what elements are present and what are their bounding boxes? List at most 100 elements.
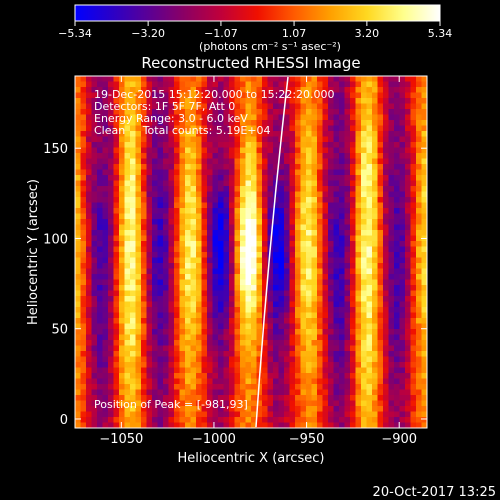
heatmap-cell <box>218 131 224 137</box>
heatmap-cell <box>223 274 230 280</box>
heatmap-cell <box>377 219 384 225</box>
heatmap-cell <box>328 246 334 253</box>
heatmap-cell <box>383 296 389 302</box>
heatmap-cell <box>256 87 263 93</box>
heatmap-cell <box>185 257 191 264</box>
heatmap-cell <box>75 323 81 330</box>
heatmap-cell <box>75 312 81 319</box>
heatmap-cell <box>229 241 235 247</box>
heatmap-cell <box>163 334 169 341</box>
heatmap-cell <box>361 367 367 374</box>
heatmap-cell <box>196 131 202 137</box>
heatmap-cell <box>212 378 219 385</box>
heatmap-cell <box>377 384 384 390</box>
heatmap-cell <box>168 389 175 396</box>
heatmap-cell <box>322 422 329 428</box>
heatmap-cell <box>273 395 279 401</box>
heatmap-cell <box>75 268 81 275</box>
heatmap-cell <box>119 257 125 264</box>
heatmap-cell <box>130 175 136 181</box>
heatmap-cell <box>207 301 213 308</box>
heatmap-cell <box>421 367 427 374</box>
heatmap-cell <box>251 318 257 324</box>
heatmap-cell <box>245 142 252 148</box>
heatmap-cell <box>399 131 406 137</box>
heatmap-cell <box>339 230 345 236</box>
heatmap-cell <box>196 268 202 275</box>
heatmap-cell <box>234 230 241 236</box>
heatmap-cell <box>339 169 345 176</box>
heatmap-cell <box>278 373 285 379</box>
heatmap-cell <box>416 120 422 126</box>
heatmap-cell <box>207 411 213 418</box>
heatmap-cell <box>135 186 142 192</box>
heatmap-cell <box>229 81 235 88</box>
heatmap-cell <box>135 158 142 165</box>
heatmap-cell <box>405 334 411 341</box>
heatmap-cell <box>240 274 246 280</box>
heatmap-cell <box>317 373 323 379</box>
heatmap-cell <box>295 136 301 143</box>
heatmap-cell <box>311 312 318 319</box>
heatmap-cell <box>229 92 235 99</box>
heatmap-cell <box>361 263 367 269</box>
heatmap-cell <box>361 98 367 104</box>
heatmap-cell <box>108 263 114 269</box>
heatmap-cell <box>322 274 329 280</box>
heatmap-cell <box>383 164 389 170</box>
heatmap-cell <box>383 230 389 236</box>
heatmap-cell <box>322 323 329 330</box>
heatmap-cell <box>86 175 92 181</box>
heatmap-cell <box>322 186 329 192</box>
heatmap-cell <box>102 323 109 330</box>
heatmap-cell <box>311 191 318 198</box>
heatmap-cell <box>234 422 241 428</box>
heatmap-cell <box>245 224 252 231</box>
heatmap-cell <box>399 384 406 390</box>
heatmap-cell <box>130 76 136 82</box>
heatmap-cell <box>135 114 142 121</box>
heatmap-cell <box>75 329 81 335</box>
heatmap-cell <box>207 114 213 121</box>
heatmap-cell <box>262 131 268 137</box>
heatmap-cell <box>97 378 103 385</box>
heatmap-cell <box>124 103 131 110</box>
heatmap-cell <box>251 213 257 220</box>
heatmap-cell <box>273 252 279 258</box>
heatmap-cell <box>240 230 246 236</box>
heatmap-cell <box>300 312 307 319</box>
heatmap-cell <box>135 373 142 379</box>
heatmap-cell <box>267 367 274 374</box>
heatmap-cell <box>394 125 400 132</box>
heatmap-cell <box>229 246 235 253</box>
heatmap-cell <box>119 400 125 407</box>
heatmap-cell <box>141 395 147 401</box>
heatmap-cell <box>372 158 378 165</box>
heatmap-cell <box>201 384 208 390</box>
heatmap-cell <box>289 296 296 302</box>
heatmap-cell <box>190 367 197 374</box>
heatmap-cell <box>405 345 411 352</box>
heatmap-cell <box>251 301 257 308</box>
heatmap-cell <box>91 114 98 121</box>
heatmap-cell <box>388 378 395 385</box>
heatmap-cell <box>273 147 279 154</box>
heatmap-cell <box>333 76 340 82</box>
heatmap-cell <box>174 81 180 88</box>
heatmap-cell <box>355 92 362 99</box>
heatmap-cell <box>388 131 395 137</box>
heatmap-cell <box>399 389 406 396</box>
heatmap-cell <box>75 417 81 423</box>
heatmap-cell <box>306 114 312 121</box>
heatmap-cell <box>108 202 114 209</box>
heatmap-cell <box>124 180 131 187</box>
heatmap-cell <box>350 274 356 280</box>
heatmap-cell <box>377 334 384 341</box>
heatmap-cell <box>421 197 427 203</box>
colorbar-tick-label: 3.20 <box>355 27 380 40</box>
heatmap-cell <box>91 219 98 225</box>
heatmap-cell <box>130 384 136 390</box>
heatmap-cell <box>405 307 411 313</box>
heatmap-cell <box>229 285 235 291</box>
heatmap-cell <box>278 213 285 220</box>
